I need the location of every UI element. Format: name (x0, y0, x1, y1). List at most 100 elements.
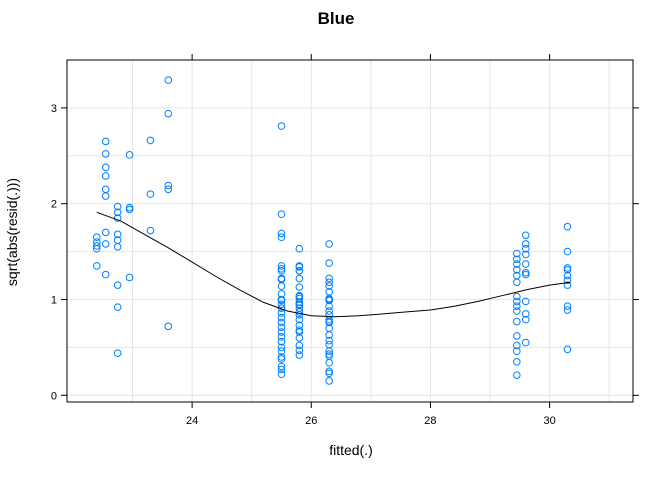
data-point (277, 353, 286, 361)
data-point (521, 244, 530, 253)
data-point (513, 265, 521, 274)
data-point (277, 210, 286, 219)
data-point (521, 270, 530, 279)
data-point (92, 262, 101, 270)
data-point (513, 278, 521, 287)
data-point (513, 292, 521, 301)
data-point (325, 274, 333, 283)
data-point (146, 136, 155, 145)
data-point (563, 306, 572, 314)
data-point (113, 230, 122, 239)
data-point (277, 343, 286, 352)
data-point (513, 260, 521, 268)
data-point (295, 292, 304, 301)
data-point (277, 333, 286, 341)
x-axis: 24 26 28 30 (186, 54, 556, 427)
data-point (521, 338, 530, 347)
data-point (563, 264, 572, 272)
x-tick-label: 24 (186, 415, 198, 427)
data-point (513, 341, 521, 350)
data-point (277, 318, 286, 327)
data-point (113, 303, 122, 311)
data-point (563, 247, 572, 256)
data-point (164, 109, 173, 118)
data-point (277, 365, 286, 374)
data-point (295, 298, 304, 307)
data-point (563, 281, 572, 289)
y-tick-label: 2 (51, 199, 57, 211)
data-point (521, 315, 530, 324)
data-point (277, 323, 286, 332)
data-point (325, 331, 333, 339)
data-point (101, 172, 110, 180)
data-point (295, 326, 304, 334)
data-point (521, 260, 530, 268)
data-point (563, 276, 572, 285)
data-point (295, 283, 304, 291)
data-point (563, 222, 572, 231)
x-axis-label: fitted(.) (329, 442, 373, 458)
data-point (277, 233, 286, 242)
data-point (325, 369, 333, 378)
plot-frame (66, 59, 634, 403)
data-point (277, 122, 286, 130)
data-point (125, 203, 134, 212)
data-point (92, 242, 101, 250)
data-point (277, 355, 286, 363)
y-tick-label: 1 (51, 294, 57, 306)
data-point (325, 340, 333, 349)
y-tick-label: 3 (51, 103, 57, 115)
data-point (513, 302, 521, 311)
data-point (295, 346, 304, 355)
data-point (92, 233, 101, 242)
data-point (277, 265, 286, 273)
data-point (295, 244, 304, 253)
data-point (277, 370, 286, 379)
data-point (277, 295, 286, 304)
data-point (513, 347, 521, 356)
data-point (92, 244, 101, 253)
data-point (521, 268, 530, 277)
data-point (277, 300, 286, 309)
data-point (277, 262, 286, 270)
data-point (277, 347, 286, 356)
x-tick-label: 28 (424, 415, 436, 427)
data-point (325, 347, 333, 356)
data-point (325, 295, 333, 304)
data-point (295, 308, 304, 316)
data-point (521, 297, 530, 306)
data-point (113, 349, 122, 357)
data-point (277, 362, 286, 371)
data-point (325, 377, 333, 385)
data-point (146, 226, 155, 235)
data-point (277, 282, 286, 290)
data-point (325, 307, 333, 315)
data-point (146, 190, 155, 198)
data-point (563, 345, 572, 354)
data-point (101, 150, 110, 158)
data-point (295, 300, 304, 309)
data-point (277, 229, 286, 238)
data-point (277, 274, 286, 283)
data-point (325, 350, 333, 358)
data-point (513, 332, 521, 340)
grid (67, 60, 633, 402)
data-point (325, 240, 333, 248)
data-point (125, 273, 134, 282)
data-point (513, 307, 521, 315)
data-point (521, 250, 530, 259)
data-point (101, 228, 110, 237)
data-point (101, 270, 110, 279)
data-point (325, 367, 333, 376)
data-point (521, 240, 530, 248)
data-point (295, 311, 304, 319)
data-point (295, 262, 304, 270)
data-point (277, 313, 286, 322)
data-point (563, 271, 572, 280)
data-point (125, 151, 134, 159)
data-point (277, 266, 286, 275)
chart-title: Blue (318, 9, 355, 28)
data-point (92, 238, 101, 246)
data-point (295, 274, 304, 283)
